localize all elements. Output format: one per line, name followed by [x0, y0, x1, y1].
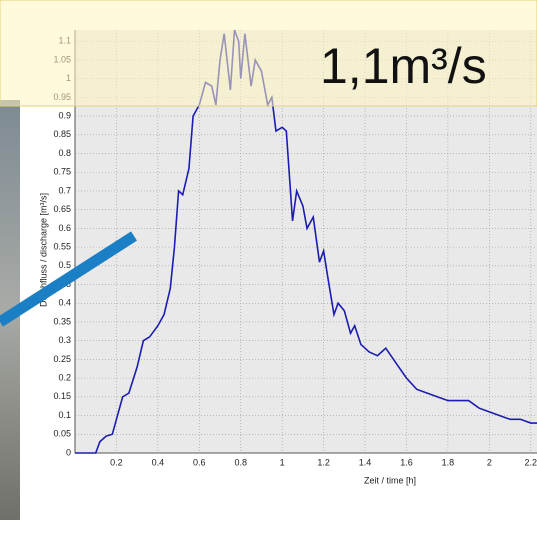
x-tick-label: 1.6 [400, 457, 413, 467]
plot: 00.050.10.150.20.250.30.350.40.450.50.55… [53, 29, 537, 467]
y-tick-label: 0.65 [53, 204, 71, 214]
y-tick-label: 0.85 [53, 129, 71, 139]
y-tick-label: 0.6 [58, 223, 71, 233]
y-tick-label: 0.7 [58, 185, 71, 195]
x-tick-label: 1.4 [359, 457, 372, 467]
x-axis-label: Zeit / time [h] [364, 475, 416, 485]
y-tick-label: 0.25 [53, 354, 71, 364]
pointer-bar [0, 231, 137, 327]
y-tick-label: 0.55 [53, 241, 71, 251]
y-tick-label: 0.4 [58, 298, 71, 308]
x-tick-label: 0.2 [110, 457, 123, 467]
y-tick-label: 0.5 [58, 260, 71, 270]
x-tick-label: 1 [280, 457, 285, 467]
y-tick-label: 0.15 [53, 391, 71, 401]
y-tick-label: 0.9 [58, 110, 71, 120]
y-axis-label: Durchfluss / discharge [m³/s] [38, 193, 48, 307]
y-tick-label: 0.1 [58, 410, 71, 420]
highlight-box [0, 0, 537, 107]
y-tick-label: 0.75 [53, 167, 71, 177]
y-tick-label: 0.05 [53, 429, 71, 439]
x-tick-label: 1.8 [442, 457, 455, 467]
y-tick-label: 0 [66, 447, 71, 457]
x-tick-label: 0.4 [152, 457, 165, 467]
y-tick-label: 0.2 [58, 373, 71, 383]
x-tick-label: 0.6 [193, 457, 206, 467]
x-tick-label: 1.2 [317, 457, 330, 467]
y-tick-label: 0.3 [58, 335, 71, 345]
y-tick-label: 0.35 [53, 316, 71, 326]
x-tick-label: 0.8 [234, 457, 247, 467]
x-tick-label: 2.2 [525, 457, 537, 467]
annotation: 1,1m³/s [320, 38, 487, 94]
x-tick-label: 2 [487, 457, 492, 467]
data-line [75, 29, 537, 454]
y-tick-label: 0.8 [58, 148, 71, 158]
